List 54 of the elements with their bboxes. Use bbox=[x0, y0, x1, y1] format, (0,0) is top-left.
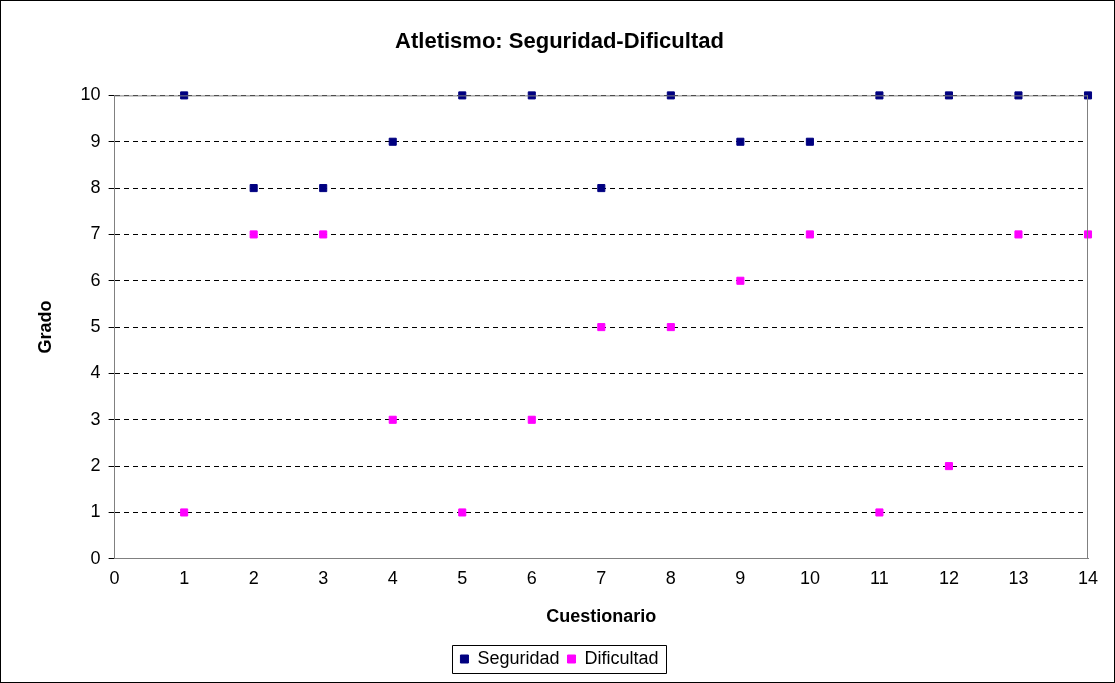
legend-label: Dificultad bbox=[584, 647, 659, 668]
y-tick-label: 5 bbox=[90, 316, 101, 337]
point bbox=[249, 184, 258, 193]
x-tick-label: 8 bbox=[665, 567, 676, 588]
y-tick-label: 7 bbox=[90, 223, 101, 244]
point bbox=[319, 184, 328, 193]
legend-label: Seguridad bbox=[477, 647, 560, 668]
point bbox=[319, 230, 328, 239]
x-tick-label: 13 bbox=[1008, 567, 1029, 588]
y-tick-label: 10 bbox=[80, 84, 101, 105]
y-tick-label: 0 bbox=[90, 547, 101, 568]
x-tick-label: 10 bbox=[799, 567, 820, 588]
point bbox=[944, 462, 953, 471]
point bbox=[597, 323, 606, 332]
point bbox=[1083, 91, 1093, 100]
x-tick-label: 1 bbox=[179, 567, 190, 588]
y-tick-label: 8 bbox=[90, 177, 101, 198]
x-tick-label: 6 bbox=[526, 567, 537, 588]
y-tick-label: 1 bbox=[90, 501, 101, 522]
point bbox=[527, 415, 536, 424]
y-tick-label: 6 bbox=[90, 269, 101, 290]
point bbox=[597, 184, 606, 193]
y-tick-label: 9 bbox=[90, 130, 101, 151]
x-tick-label: 14 bbox=[1077, 567, 1099, 588]
x-tick-label: 11 bbox=[870, 567, 889, 588]
y-tick-label: 2 bbox=[90, 455, 101, 476]
point bbox=[736, 137, 745, 146]
point bbox=[1083, 230, 1093, 239]
x-tick-label: 12 bbox=[938, 567, 959, 588]
point bbox=[458, 508, 467, 517]
point bbox=[1014, 230, 1023, 239]
x-tick-label: 4 bbox=[387, 567, 398, 588]
point bbox=[388, 415, 397, 424]
x-tick-label: 5 bbox=[457, 567, 468, 588]
point bbox=[180, 508, 189, 517]
x-tick-label: 3 bbox=[318, 567, 329, 588]
y-tick-label: 3 bbox=[90, 408, 101, 429]
x-tick-label: 0 bbox=[109, 567, 120, 588]
point bbox=[805, 230, 814, 239]
x-axis-title: Cuestionario bbox=[546, 606, 657, 627]
point bbox=[875, 91, 884, 100]
y-axis-title: Grado bbox=[34, 300, 55, 354]
point bbox=[388, 137, 397, 146]
x-tick-label: 7 bbox=[596, 567, 607, 588]
point bbox=[666, 323, 675, 332]
point bbox=[736, 276, 745, 285]
point bbox=[1014, 91, 1023, 100]
x-tick-label: 9 bbox=[735, 567, 746, 588]
chart-title: Atletismo: Seguridad-Dificultad bbox=[395, 28, 724, 54]
point bbox=[249, 230, 258, 239]
x-tick-label: 2 bbox=[248, 567, 259, 588]
y-tick-label: 4 bbox=[90, 362, 101, 383]
point bbox=[805, 137, 814, 146]
point bbox=[875, 508, 884, 517]
